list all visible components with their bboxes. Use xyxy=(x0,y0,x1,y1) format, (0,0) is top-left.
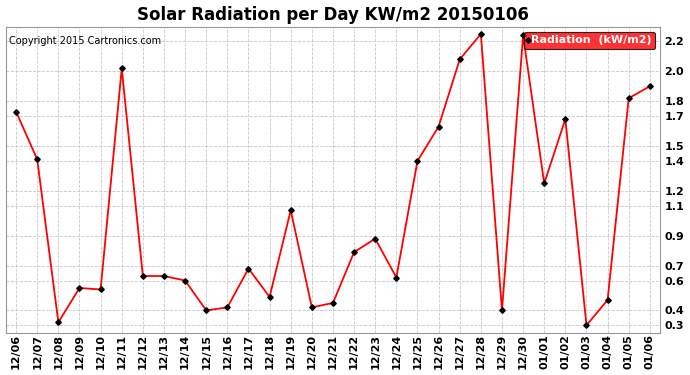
Radiation  (kW/m2) xyxy=(582,323,591,328)
Radiation  (kW/m2) xyxy=(497,308,506,313)
Radiation  (kW/m2) xyxy=(455,57,464,62)
Radiation  (kW/m2) xyxy=(160,274,168,278)
Radiation  (kW/m2) xyxy=(181,278,189,283)
Radiation  (kW/m2) xyxy=(350,250,358,254)
Radiation  (kW/m2) xyxy=(646,84,654,88)
Radiation  (kW/m2) xyxy=(33,157,41,162)
Radiation  (kW/m2) xyxy=(266,295,274,299)
Radiation  (kW/m2) xyxy=(604,298,612,302)
Radiation  (kW/m2) xyxy=(12,110,20,114)
Text: Copyright 2015 Cartronics.com: Copyright 2015 Cartronics.com xyxy=(9,36,161,46)
Radiation  (kW/m2) xyxy=(413,159,422,163)
Radiation  (kW/m2) xyxy=(561,117,569,122)
Radiation  (kW/m2) xyxy=(97,287,105,292)
Radiation  (kW/m2) xyxy=(202,308,210,313)
Radiation  (kW/m2) xyxy=(392,275,400,280)
Legend: Radiation  (kW/m2): Radiation (kW/m2) xyxy=(524,32,655,49)
Radiation  (kW/m2) xyxy=(244,266,253,271)
Title: Solar Radiation per Day KW/m2 20150106: Solar Radiation per Day KW/m2 20150106 xyxy=(137,6,529,24)
Radiation  (kW/m2) xyxy=(308,305,316,310)
Radiation  (kW/m2) xyxy=(117,66,126,70)
Radiation  (kW/m2) xyxy=(75,286,83,290)
Radiation  (kW/m2) xyxy=(477,32,485,36)
Radiation  (kW/m2) xyxy=(540,181,549,186)
Radiation  (kW/m2) xyxy=(371,236,380,241)
Radiation  (kW/m2) xyxy=(139,274,147,278)
Radiation  (kW/m2) xyxy=(329,301,337,305)
Radiation  (kW/m2) xyxy=(519,33,527,38)
Radiation  (kW/m2) xyxy=(435,124,443,129)
Radiation  (kW/m2) xyxy=(224,305,232,310)
Radiation  (kW/m2) xyxy=(55,320,63,325)
Radiation  (kW/m2) xyxy=(286,208,295,213)
Line: Radiation  (kW/m2): Radiation (kW/m2) xyxy=(14,32,652,327)
Radiation  (kW/m2) xyxy=(624,96,633,100)
